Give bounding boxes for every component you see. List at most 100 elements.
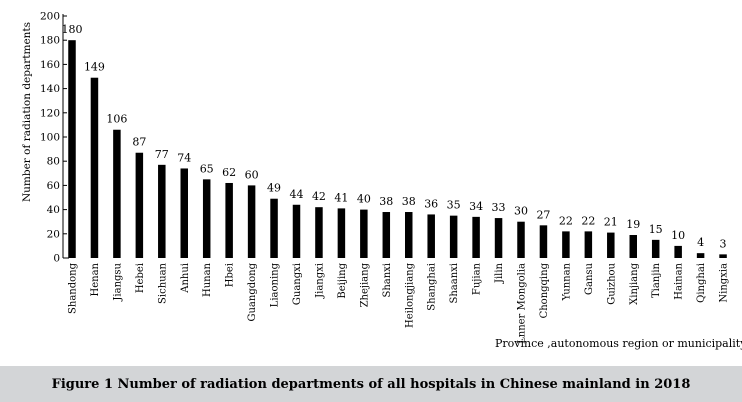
bar bbox=[180, 168, 188, 258]
y-tick-label: 160 bbox=[40, 59, 60, 71]
data-label: 10 bbox=[671, 229, 685, 242]
bar bbox=[427, 214, 435, 258]
y-tick-label: 200 bbox=[40, 11, 60, 23]
data-label: 77 bbox=[155, 148, 169, 161]
x-tick-label: Jilin bbox=[494, 262, 505, 284]
bar bbox=[674, 245, 682, 258]
y-tick-label: 140 bbox=[40, 83, 60, 95]
x-tick-label: Hebei bbox=[135, 263, 146, 293]
data-label: 44 bbox=[290, 188, 304, 201]
bar bbox=[68, 40, 76, 259]
x-tick-label: Guangxi bbox=[292, 263, 303, 305]
x-tick-label: Yunnan bbox=[561, 262, 572, 301]
x-tick-label: Jiangxi bbox=[314, 263, 325, 299]
bar bbox=[539, 225, 548, 258]
bar bbox=[202, 179, 211, 258]
bar bbox=[247, 185, 256, 258]
x-tick-label: Shanghai bbox=[427, 263, 438, 311]
x-tick-label: Gansu bbox=[584, 262, 595, 295]
bar bbox=[696, 253, 705, 258]
bar bbox=[315, 207, 323, 258]
y-tick-label: 20 bbox=[47, 228, 60, 240]
bar bbox=[651, 239, 660, 258]
y-tick-label: 100 bbox=[40, 132, 60, 144]
bar bbox=[360, 209, 368, 258]
bar bbox=[337, 208, 346, 258]
x-tick-label: Shaanxi bbox=[449, 263, 460, 304]
bar bbox=[158, 164, 166, 258]
data-label: 36 bbox=[424, 197, 438, 210]
data-label: 22 bbox=[559, 214, 573, 227]
data-label: 74 bbox=[177, 151, 191, 164]
bar bbox=[719, 254, 727, 258]
bar bbox=[90, 77, 99, 259]
data-label: 22 bbox=[581, 214, 595, 227]
data-label: 65 bbox=[200, 162, 214, 175]
y-axis-label: Number of radiation departments bbox=[21, 21, 33, 203]
x-tick-label: Fujian bbox=[472, 262, 483, 295]
bar bbox=[225, 182, 233, 258]
data-label: 180 bbox=[62, 23, 83, 36]
data-label: 149 bbox=[84, 61, 105, 74]
data-label: 4 bbox=[697, 236, 704, 249]
data-label: 40 bbox=[357, 193, 371, 206]
bars bbox=[68, 40, 727, 259]
x-tick-label: Henan bbox=[90, 262, 101, 296]
x-tick-label: Shanxi bbox=[382, 263, 393, 298]
y-tick-label: 0 bbox=[53, 253, 60, 265]
x-tick-label: Guizhou bbox=[606, 262, 617, 304]
bar bbox=[584, 231, 593, 258]
figure-caption: Figure 1 Number of radiation departments… bbox=[51, 376, 691, 392]
data-label: 38 bbox=[379, 195, 393, 208]
bar bbox=[449, 215, 458, 258]
y-tick-label: 80 bbox=[47, 156, 60, 168]
bar bbox=[607, 232, 615, 258]
bar bbox=[135, 152, 144, 258]
data-label: 60 bbox=[245, 168, 259, 181]
data-label: 3 bbox=[720, 237, 727, 250]
bar bbox=[562, 231, 570, 258]
data-label: 87 bbox=[132, 136, 146, 149]
data-label: 49 bbox=[267, 182, 281, 195]
x-tick-label: Xinjiang bbox=[629, 262, 640, 304]
x-tick-label: Hbei bbox=[225, 263, 236, 287]
data-label: 42 bbox=[312, 190, 326, 203]
bar bbox=[113, 129, 121, 258]
x-tick-label: Heilongjiang bbox=[404, 262, 415, 328]
x-tick-label: Qinghai bbox=[696, 263, 707, 303]
bar bbox=[472, 216, 480, 258]
x-tick-label: Hunan bbox=[202, 262, 213, 297]
data-label: 27 bbox=[536, 208, 550, 221]
x-tick-label: Anhui bbox=[180, 263, 191, 294]
data-label: 106 bbox=[106, 113, 127, 126]
data-label: 34 bbox=[469, 200, 483, 213]
bar bbox=[405, 212, 413, 258]
data-label: 41 bbox=[334, 191, 348, 204]
data-label: 35 bbox=[447, 199, 461, 212]
x-tick-label: Ningxia bbox=[719, 263, 730, 303]
bar bbox=[629, 235, 637, 258]
x-tick-label: Sichuan bbox=[157, 262, 168, 303]
data-label: 15 bbox=[649, 223, 663, 236]
x-tick-label: Beijing bbox=[337, 262, 348, 298]
data-label: 38 bbox=[402, 195, 416, 208]
x-tick-label: Zhejiang bbox=[359, 262, 370, 307]
y-tick-label: 60 bbox=[47, 180, 60, 192]
x-tick-label: Jiangsu bbox=[112, 262, 123, 301]
bar bbox=[382, 212, 391, 258]
x-tick-label: Tianjin bbox=[651, 262, 662, 298]
data-labels: 180 149 106 87 77 74 65 62 60 49 44 42 41 40 38 38 36 35 3… bbox=[62, 23, 727, 250]
x-tick-label: Chongqing bbox=[539, 262, 550, 318]
x-axis-label: Province ,autonomous region or municipal… bbox=[495, 337, 742, 350]
bar bbox=[494, 218, 503, 258]
bar bbox=[517, 221, 525, 258]
x-tick-label: Lnner Mongolia bbox=[517, 263, 528, 344]
x-tick-label: Guangdong bbox=[247, 262, 258, 321]
data-label: 62 bbox=[222, 166, 236, 179]
data-label: 33 bbox=[492, 201, 506, 214]
data-label: 21 bbox=[604, 216, 618, 229]
y-tick-label: 40 bbox=[47, 204, 60, 216]
